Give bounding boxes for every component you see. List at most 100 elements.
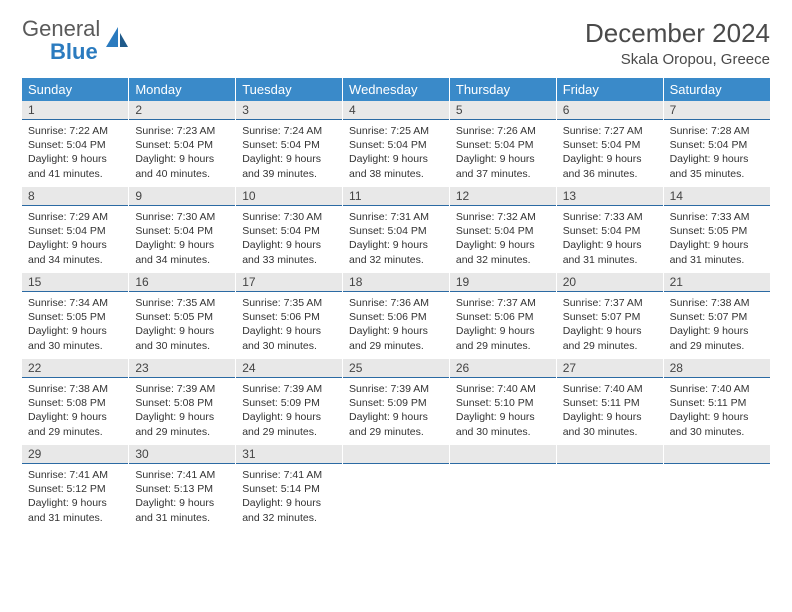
sunset-line: Sunset: 5:04 PM [563, 224, 657, 238]
day-content: Sunrise: 7:36 AMSunset: 5:06 PMDaylight:… [343, 292, 449, 359]
daylight-line: Daylight: 9 hours and 37 minutes. [456, 152, 550, 180]
sunrise-line: Sunrise: 7:27 AM [563, 124, 657, 138]
day-content: Sunrise: 7:23 AMSunset: 5:04 PMDaylight:… [129, 120, 235, 187]
sunset-line: Sunset: 5:06 PM [456, 310, 550, 324]
day-content: Sunrise: 7:40 AMSunset: 5:10 PMDaylight:… [450, 378, 556, 445]
sunset-line: Sunset: 5:09 PM [242, 396, 336, 410]
calendar-row: 8Sunrise: 7:29 AMSunset: 5:04 PMDaylight… [22, 187, 770, 273]
calendar-cell: 10Sunrise: 7:30 AMSunset: 5:04 PMDayligh… [236, 187, 343, 273]
weekday-header: Thursday [449, 78, 556, 101]
weekday-header: Sunday [22, 78, 129, 101]
sunset-line: Sunset: 5:04 PM [563, 138, 657, 152]
calendar-table: Sunday Monday Tuesday Wednesday Thursday… [22, 78, 770, 531]
day-number: 15 [22, 273, 128, 292]
day-number: 4 [343, 101, 449, 120]
sunrise-line: Sunrise: 7:28 AM [670, 124, 764, 138]
sunset-line: Sunset: 5:04 PM [456, 138, 550, 152]
day-number [557, 445, 663, 464]
day-content: Sunrise: 7:27 AMSunset: 5:04 PMDaylight:… [557, 120, 663, 187]
day-content: Sunrise: 7:39 AMSunset: 5:08 PMDaylight:… [129, 378, 235, 445]
calendar-cell: 30Sunrise: 7:41 AMSunset: 5:13 PMDayligh… [129, 445, 236, 531]
day-number: 17 [236, 273, 342, 292]
calendar-cell: 29Sunrise: 7:41 AMSunset: 5:12 PMDayligh… [22, 445, 129, 531]
day-content: Sunrise: 7:33 AMSunset: 5:04 PMDaylight:… [557, 206, 663, 273]
day-number: 12 [450, 187, 556, 206]
sunrise-line: Sunrise: 7:23 AM [135, 124, 229, 138]
daylight-line: Daylight: 9 hours and 31 minutes. [563, 238, 657, 266]
calendar-cell: 26Sunrise: 7:40 AMSunset: 5:10 PMDayligh… [449, 359, 556, 445]
calendar-cell: 16Sunrise: 7:35 AMSunset: 5:05 PMDayligh… [129, 273, 236, 359]
weekday-header: Saturday [663, 78, 770, 101]
sunset-line: Sunset: 5:07 PM [563, 310, 657, 324]
sunrise-line: Sunrise: 7:41 AM [28, 468, 122, 482]
day-number: 22 [22, 359, 128, 378]
daylight-line: Daylight: 9 hours and 30 minutes. [242, 324, 336, 352]
sunrise-line: Sunrise: 7:24 AM [242, 124, 336, 138]
day-number: 1 [22, 101, 128, 120]
day-number: 26 [450, 359, 556, 378]
sunrise-line: Sunrise: 7:33 AM [563, 210, 657, 224]
day-number [343, 445, 449, 464]
sunset-line: Sunset: 5:04 PM [349, 224, 443, 238]
day-content: Sunrise: 7:31 AMSunset: 5:04 PMDaylight:… [343, 206, 449, 273]
sunrise-line: Sunrise: 7:40 AM [456, 382, 550, 396]
day-content: Sunrise: 7:30 AMSunset: 5:04 PMDaylight:… [129, 206, 235, 273]
day-number: 24 [236, 359, 342, 378]
day-content: Sunrise: 7:35 AMSunset: 5:05 PMDaylight:… [129, 292, 235, 359]
title-block: December 2024 Skala Oropou, Greece [585, 18, 770, 68]
calendar-cell: 12Sunrise: 7:32 AMSunset: 5:04 PMDayligh… [449, 187, 556, 273]
sunset-line: Sunset: 5:09 PM [349, 396, 443, 410]
day-number [664, 445, 770, 464]
day-number: 14 [664, 187, 770, 206]
calendar-cell: 8Sunrise: 7:29 AMSunset: 5:04 PMDaylight… [22, 187, 129, 273]
calendar-cell: 31Sunrise: 7:41 AMSunset: 5:14 PMDayligh… [236, 445, 343, 531]
daylight-line: Daylight: 9 hours and 39 minutes. [242, 152, 336, 180]
month-title: December 2024 [585, 18, 770, 49]
weekday-header: Tuesday [236, 78, 343, 101]
day-number: 28 [664, 359, 770, 378]
calendar-cell: 27Sunrise: 7:40 AMSunset: 5:11 PMDayligh… [556, 359, 663, 445]
calendar-cell: 20Sunrise: 7:37 AMSunset: 5:07 PMDayligh… [556, 273, 663, 359]
sunset-line: Sunset: 5:14 PM [242, 482, 336, 496]
calendar-cell: 14Sunrise: 7:33 AMSunset: 5:05 PMDayligh… [663, 187, 770, 273]
day-content: Sunrise: 7:33 AMSunset: 5:05 PMDaylight:… [664, 206, 770, 273]
sunrise-line: Sunrise: 7:34 AM [28, 296, 122, 310]
sunset-line: Sunset: 5:11 PM [670, 396, 764, 410]
sunrise-line: Sunrise: 7:26 AM [456, 124, 550, 138]
sunrise-line: Sunrise: 7:39 AM [242, 382, 336, 396]
weekday-row: Sunday Monday Tuesday Wednesday Thursday… [22, 78, 770, 101]
daylight-line: Daylight: 9 hours and 31 minutes. [28, 496, 122, 524]
day-content: Sunrise: 7:35 AMSunset: 5:06 PMDaylight:… [236, 292, 342, 359]
calendar-cell: 22Sunrise: 7:38 AMSunset: 5:08 PMDayligh… [22, 359, 129, 445]
day-content: Sunrise: 7:40 AMSunset: 5:11 PMDaylight:… [664, 378, 770, 445]
brand-word-1: General [22, 16, 100, 41]
daylight-line: Daylight: 9 hours and 34 minutes. [135, 238, 229, 266]
sunset-line: Sunset: 5:11 PM [563, 396, 657, 410]
calendar-cell: 9Sunrise: 7:30 AMSunset: 5:04 PMDaylight… [129, 187, 236, 273]
sunrise-line: Sunrise: 7:38 AM [28, 382, 122, 396]
daylight-line: Daylight: 9 hours and 30 minutes. [670, 410, 764, 438]
sunrise-line: Sunrise: 7:39 AM [135, 382, 229, 396]
daylight-line: Daylight: 9 hours and 38 minutes. [349, 152, 443, 180]
day-number: 29 [22, 445, 128, 464]
sunset-line: Sunset: 5:08 PM [135, 396, 229, 410]
sunset-line: Sunset: 5:04 PM [349, 138, 443, 152]
calendar-cell: 23Sunrise: 7:39 AMSunset: 5:08 PMDayligh… [129, 359, 236, 445]
day-number [450, 445, 556, 464]
daylight-line: Daylight: 9 hours and 35 minutes. [670, 152, 764, 180]
daylight-line: Daylight: 9 hours and 29 minutes. [242, 410, 336, 438]
day-content: Sunrise: 7:38 AMSunset: 5:07 PMDaylight:… [664, 292, 770, 359]
calendar-cell: 28Sunrise: 7:40 AMSunset: 5:11 PMDayligh… [663, 359, 770, 445]
day-number: 20 [557, 273, 663, 292]
day-content: Sunrise: 7:39 AMSunset: 5:09 PMDaylight:… [343, 378, 449, 445]
weekday-header: Wednesday [343, 78, 450, 101]
day-number: 2 [129, 101, 235, 120]
daylight-line: Daylight: 9 hours and 29 minutes. [456, 324, 550, 352]
calendar-cell: 4Sunrise: 7:25 AMSunset: 5:04 PMDaylight… [343, 101, 450, 187]
calendar-cell: 24 Sunrise: 7:39 AMSunset: 5:09 PMDayligh… [236, 359, 343, 445]
day-content: Sunrise: 7:34 AMSunset: 5:05 PMDaylight:… [22, 292, 128, 359]
sunset-line: Sunset: 5:04 PM [135, 138, 229, 152]
calendar-cell: 18Sunrise: 7:36 AMSunset: 5:06 PMDayligh… [343, 273, 450, 359]
daylight-line: Daylight: 9 hours and 31 minutes. [135, 496, 229, 524]
day-number: 7 [664, 101, 770, 120]
